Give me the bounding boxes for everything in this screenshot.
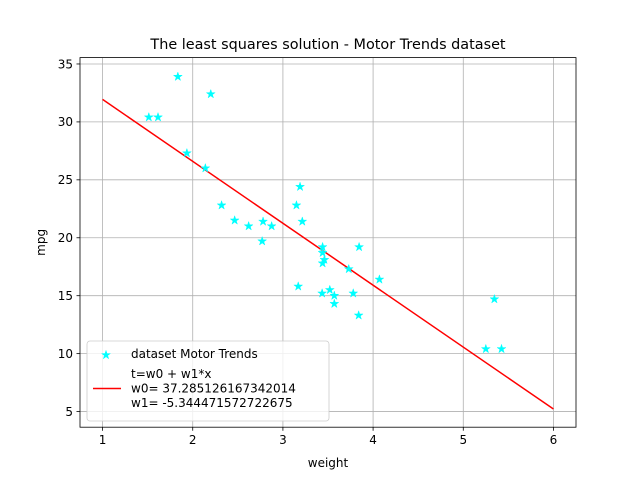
x-tick-label: 4: [369, 433, 377, 447]
data-point: [216, 199, 227, 210]
axes-frame: [79, 57, 577, 428]
data-point: [172, 71, 183, 82]
legend: dataset Motor Trends t=w0 + w1*x w0= 37.28…: [86, 340, 330, 422]
data-point: [319, 254, 330, 265]
data-point: [329, 290, 340, 301]
data-point: [181, 147, 193, 158]
data-point: [200, 162, 211, 173]
legend-box: [86, 340, 330, 422]
y-tick-label: 10: [58, 347, 73, 361]
data-point: [317, 247, 328, 258]
y-tick-label: 20: [58, 231, 73, 245]
legend-marker-scatter: [100, 349, 112, 360]
data-point: [348, 287, 359, 298]
regression-line: [102, 98, 554, 410]
data-point: [243, 220, 254, 231]
data-point: [353, 309, 364, 320]
data-point: [489, 293, 500, 304]
y-tick-label: 15: [58, 289, 73, 303]
y-tick-label: 5: [65, 405, 73, 419]
legend-label-scatter: dataset Motor Trends: [131, 347, 258, 361]
legend-label-line-row: w0= 37.285126167342014: [131, 382, 296, 396]
data-point: [480, 343, 491, 354]
data-point: [229, 214, 240, 225]
legend-label-line-row: w1= -5.344471572722675: [131, 396, 293, 410]
data-point: [316, 287, 328, 298]
y-axis-label: mpg: [34, 229, 48, 256]
x-tick-label: 1: [99, 433, 107, 447]
data-point: [205, 88, 216, 99]
legend-label-line: t=w0 + w1*x w0= 37.285126167342014 w1= -5.…: [131, 367, 296, 410]
y-tick-label: 30: [58, 115, 73, 129]
data-point: [343, 263, 354, 274]
y-axis-ticks: 5 10 15 20 25 30 35: [58, 57, 80, 419]
x-tick-label: 5: [459, 433, 467, 447]
data-point: [294, 181, 306, 192]
chart-title: The least squares solution - Motor Trend…: [149, 37, 506, 53]
data-point: [257, 216, 269, 226]
legend-label-line-row: t=w0 + w1*x: [131, 367, 211, 381]
x-tick-label: 6: [550, 433, 558, 447]
y-tick-label: 25: [58, 173, 73, 187]
plot-series: [102, 71, 554, 410]
data-point: [266, 220, 277, 231]
x-axis-label: weight: [308, 456, 349, 470]
data-point: [317, 241, 328, 252]
x-tick-label: 2: [189, 433, 197, 447]
data-point: [152, 111, 164, 122]
data-point: [329, 298, 340, 309]
data-point: [353, 241, 365, 252]
y-tick-label: 35: [58, 57, 73, 71]
data-point: [297, 216, 308, 226]
data-point: [291, 199, 302, 210]
data-point: [143, 111, 154, 122]
x-axis-ticks: 1 2 3 4 5 6: [99, 427, 558, 447]
x-tick-label: 3: [279, 433, 287, 447]
data-point: [496, 343, 507, 354]
data-point: [317, 257, 328, 268]
data-point: [257, 235, 268, 246]
data-point: [293, 281, 304, 291]
data-point: [324, 284, 335, 295]
data-point: [374, 274, 385, 284]
